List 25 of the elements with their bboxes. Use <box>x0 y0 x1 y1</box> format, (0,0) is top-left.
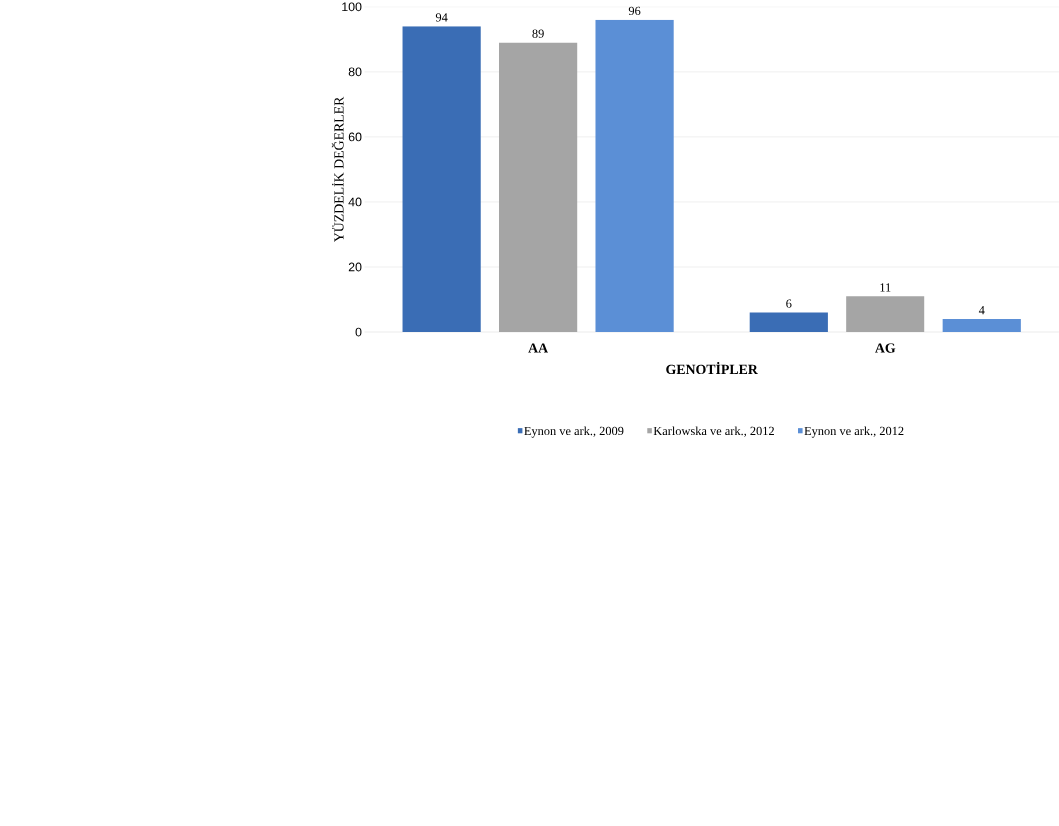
bar <box>595 19 674 332</box>
y-tick-label: 60 <box>348 132 362 142</box>
bar <box>846 296 925 332</box>
bar <box>942 318 1021 332</box>
bar <box>749 312 828 332</box>
y-tick-label: 100 <box>342 2 362 11</box>
y-tick-label: 20 <box>348 262 362 272</box>
data-label: 6 <box>786 299 792 308</box>
y-axis-title: YÜZDELİK DEĞERLER <box>331 96 344 242</box>
legend-label: Eynon ve ark., 2009 <box>524 426 624 438</box>
data-label: 4 <box>978 305 985 315</box>
x-tick-label: AA <box>528 343 548 353</box>
data-label: 96 <box>628 6 641 15</box>
data-label: 89 <box>532 29 544 38</box>
bar <box>499 42 578 332</box>
x-tick-label: AG <box>875 343 896 353</box>
y-tick-label: 0 <box>355 327 362 337</box>
y-tick-label: 80 <box>348 67 362 77</box>
y-tick-label: 40 <box>348 197 362 207</box>
data-label: 11 <box>880 283 891 292</box>
x-axis-title: GENOTİPLER <box>666 361 758 374</box>
bar <box>402 26 481 332</box>
legend-label: Karlowska ve ark., 2012 <box>653 426 774 437</box>
legend-label: Eynon ve ark., 2012 <box>804 426 904 438</box>
data-label: 94 <box>435 13 448 22</box>
